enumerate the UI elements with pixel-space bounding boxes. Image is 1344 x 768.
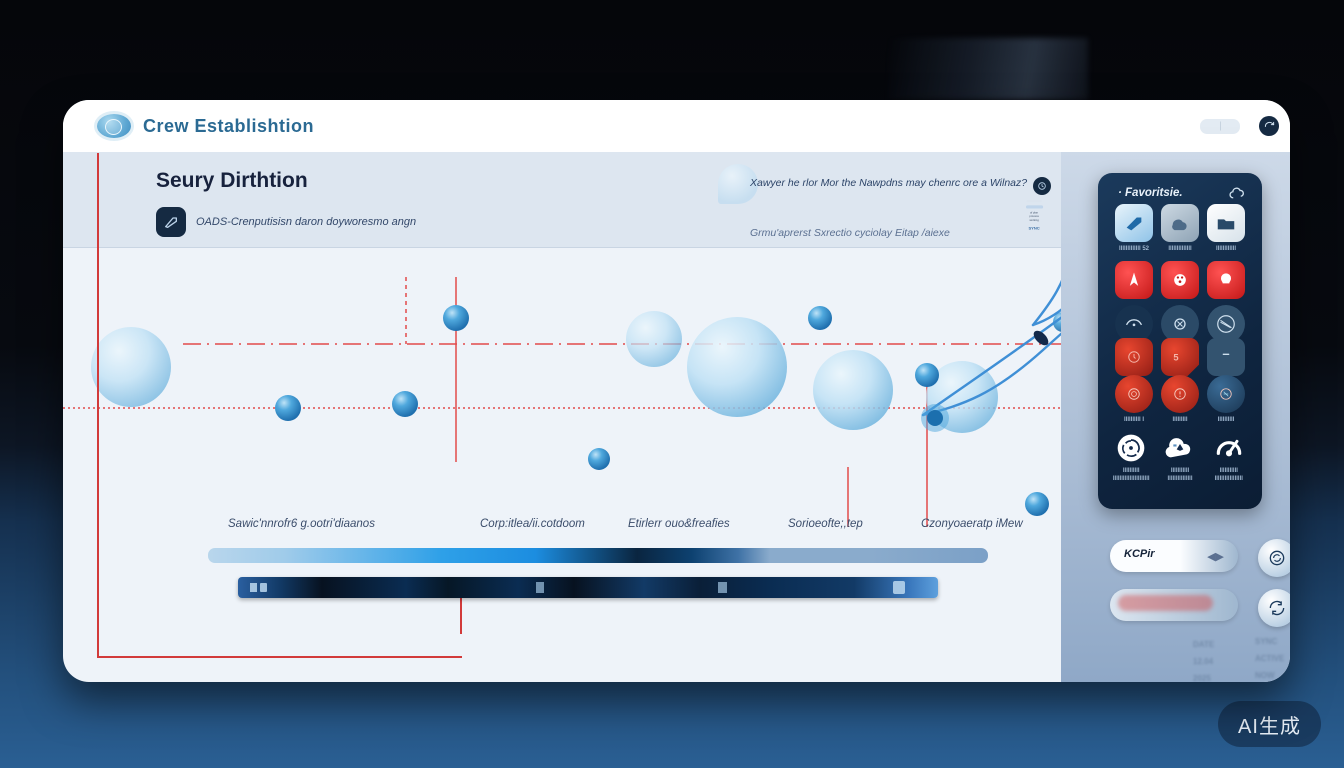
svg-text:5: 5 (1173, 352, 1178, 362)
